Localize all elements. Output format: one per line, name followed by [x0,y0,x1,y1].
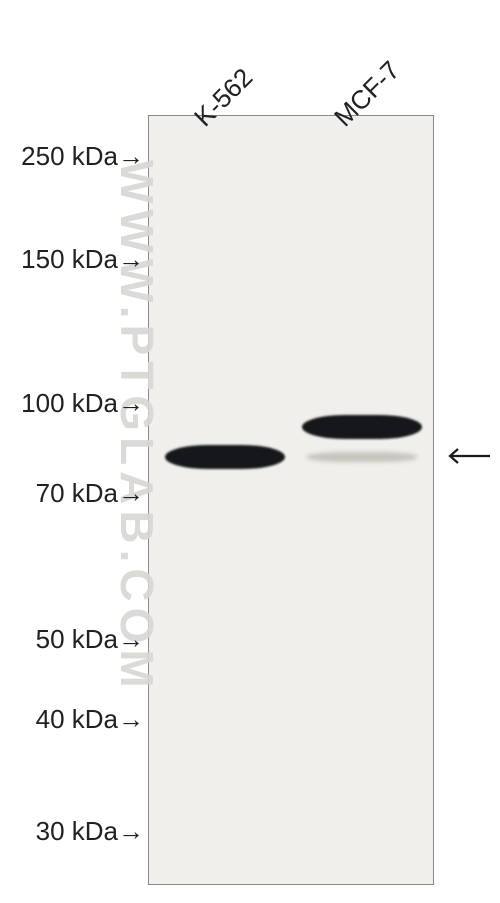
mw-marker-label: 50 kDa→ [36,624,144,655]
mw-marker-text: 40 kDa [36,704,118,734]
mw-marker-text: 50 kDa [36,624,118,654]
mw-marker-label: 40 kDa→ [36,704,144,735]
blot-membrane [148,115,434,885]
mw-marker-label: 70 kDa→ [36,478,144,509]
protein-band [165,445,285,469]
mw-marker-label: 100 kDa→ [21,388,144,419]
protein-band [302,415,422,439]
mw-marker-text: 250 kDa [21,141,118,171]
arrow-right-icon: → [118,244,144,275]
arrow-right-icon: → [118,478,144,509]
mw-marker-text: 70 kDa [36,478,118,508]
figure-container: WWW.PTGLAB.COM K-562MCF-7 250 kDa→150 kD… [0,0,500,903]
protein-band [306,452,418,462]
mw-marker-label: 30 kDa→ [36,816,144,847]
arrow-right-icon: → [118,624,144,655]
target-arrow-icon [444,444,496,468]
mw-marker-text: 100 kDa [21,388,118,418]
arrow-right-icon: → [118,388,144,419]
arrow-right-icon: → [118,141,144,172]
mw-marker-text: 30 kDa [36,816,118,846]
arrow-right-icon: → [118,816,144,847]
mw-marker-label: 150 kDa→ [21,244,144,275]
arrow-right-icon: → [118,704,144,735]
mw-marker-label: 250 kDa→ [21,141,144,172]
mw-marker-text: 150 kDa [21,244,118,274]
